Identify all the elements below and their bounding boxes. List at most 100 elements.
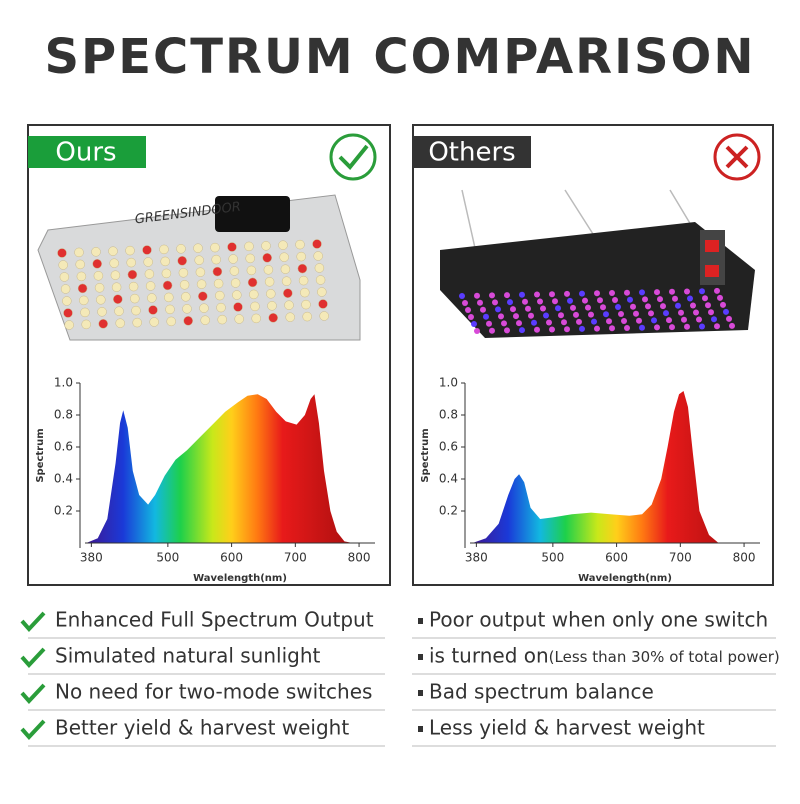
led [264,277,275,287]
led [501,320,507,327]
led [588,311,594,318]
led [567,297,573,304]
led [244,241,254,252]
led [75,259,85,270]
led [59,272,70,282]
led [147,293,157,303]
cross-icon [713,133,761,181]
led [564,326,570,333]
feature-text: Simulated natural sunlight [55,644,321,668]
lamp-others [440,189,755,338]
x-tick-label: 600 [605,551,628,565]
y-axis-label: Spectrum [35,428,46,482]
led [534,326,540,333]
led [195,267,206,277]
led [149,317,159,327]
led [597,297,603,304]
square-bullet [418,618,423,624]
led [63,308,73,318]
check-bullet [20,719,46,740]
led [645,303,651,310]
led [624,325,630,331]
feature-text: Poor output when only one switch [429,608,768,632]
led [729,322,735,329]
led [624,289,630,296]
x-tick-label: 800 [348,551,371,565]
led [143,257,153,267]
led [699,323,705,330]
led [300,287,310,298]
led [161,268,172,279]
led [663,310,669,317]
panel-label: Ours [55,138,116,168]
led [513,313,519,320]
feature-text: Less yield & harvest weight [429,716,705,740]
led [669,288,675,295]
led [633,310,639,317]
x-tick-label: 700 [669,551,692,565]
led [198,291,208,301]
led [93,271,104,281]
led [651,317,657,324]
x-tick-label: 500 [156,551,179,565]
led [60,284,71,294]
title: SPECTRUM COMPARISON [44,29,755,85]
led [178,268,189,278]
led [58,260,68,270]
led [618,311,624,317]
check-bullet [20,647,46,668]
led [489,327,495,334]
led [80,307,90,318]
led [251,313,261,324]
led [579,290,585,297]
led [213,278,224,289]
square-bullet [418,654,423,660]
x-tick-label: 700 [284,551,307,565]
led [285,312,295,322]
led [64,320,74,330]
led [666,317,672,324]
led [579,325,585,332]
check-mark [338,144,369,170]
led [465,307,471,313]
x-tick-label: 500 [541,551,564,565]
panel-tag [28,136,146,168]
y-tick-label: 0.8 [439,408,458,422]
led [111,282,122,292]
y-tick-label: 0.8 [54,408,73,422]
led [636,317,642,324]
led [675,302,681,309]
led [696,316,702,323]
led [510,306,516,313]
led [516,320,522,327]
led [594,290,600,297]
led [606,318,612,325]
led [537,298,543,305]
led [126,257,136,268]
led [183,316,193,326]
led [229,266,240,276]
led [249,289,259,300]
led [227,242,237,252]
y-tick-label: 0.4 [54,472,73,486]
led [301,299,311,310]
led [648,310,654,317]
panel-frame [27,124,391,586]
led [507,299,513,306]
led [540,305,546,312]
led [546,319,552,326]
led [199,303,209,313]
led [162,280,173,291]
led [91,247,101,257]
feature-note: (Less than 30% of total power) [549,648,780,666]
led [612,297,618,303]
led [278,240,288,250]
check-bullet [20,683,46,704]
led [582,297,588,304]
led [131,305,141,316]
led [281,276,292,286]
led [212,266,223,277]
led [115,318,125,328]
led [165,304,175,315]
led [196,279,207,289]
